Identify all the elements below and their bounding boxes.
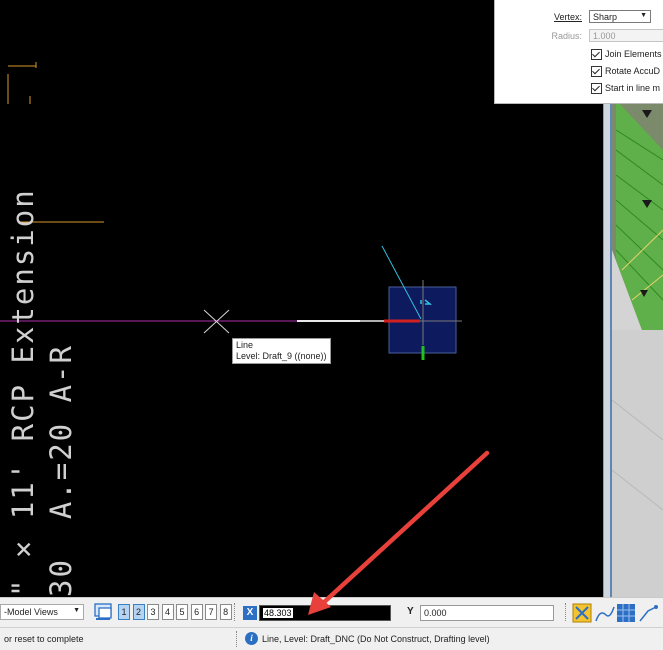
start-in-line-mode-checkbox[interactable]: Start in line m	[591, 83, 660, 97]
cursor-cross	[203, 309, 230, 334]
vertex-row: Vertex: Sharp ▼	[495, 10, 663, 24]
nearest-snap-icon[interactable]	[639, 605, 658, 622]
view-splitter[interactable]	[603, 0, 612, 597]
view-button-7[interactable]: 7	[205, 604, 218, 620]
checkbox-checked-icon[interactable]	[591, 49, 602, 61]
snap-toolbar	[572, 603, 658, 623]
checkbox-checked-icon[interactable]	[591, 66, 602, 78]
x-coordinate-label[interactable]: X	[243, 606, 257, 620]
rotate-accudraw-checkbox[interactable]: Rotate AccuD	[591, 66, 660, 80]
view-control-toolbar: -Model Views ▼ 1 2 3 4 5 6 7 8 X 48.303 …	[0, 597, 663, 627]
x-coordinate-input[interactable]: 48.303	[259, 605, 391, 621]
radius-label: Radius:	[551, 31, 582, 41]
y-coordinate-label[interactable]: Y	[407, 606, 414, 617]
vertex-label: Vertex:	[553, 12, 582, 22]
tentative-curve-icon[interactable]	[595, 606, 615, 622]
tool-prompt: or reset to complete	[4, 634, 84, 644]
view-button-5[interactable]: 5	[176, 604, 189, 620]
view-button-2[interactable]: 2	[132, 604, 145, 620]
dropdown-arrow-icon: ▼	[73, 607, 80, 614]
status-bar: or reset to complete i Line, Level: Draf…	[0, 627, 663, 650]
info-icon: i	[245, 632, 258, 645]
grid-snap-icon[interactable]	[617, 604, 635, 622]
place-smartline-settings: Vertex: Sharp ▼ Radius: 1.000 Join Eleme…	[494, 0, 663, 104]
radius-input: 1.000	[589, 29, 663, 42]
drawing-canvas[interactable]	[0, 0, 603, 597]
model-views-dropdown[interactable]: -Model Views ▼	[0, 604, 84, 620]
join-elements-checkbox[interactable]: Join Elements	[591, 49, 662, 63]
radius-row: Radius: 1.000	[495, 29, 663, 43]
vertex-dropdown[interactable]: Sharp ▼	[589, 10, 651, 23]
view-button-6[interactable]: 6	[190, 604, 203, 620]
drawing-title-text: " × 11' RCP Extension	[6, 188, 40, 597]
view-button-3[interactable]: 3	[147, 604, 160, 620]
view-buttons: 1 2 3 4 5 6 7 8	[118, 604, 232, 620]
rotate-indicator	[424, 299, 433, 305]
status-separator	[236, 631, 239, 647]
drawing-subtitle-text: 30 A.=20 A-R	[44, 344, 78, 597]
tooltip-level: Level: Draft_9 ((none))	[236, 351, 327, 361]
status-message: Line, Level: Draft_DNC (Do Not Construct…	[262, 634, 490, 644]
element-tooltip: Line Level: Draft_9 ((none))	[232, 338, 331, 364]
cyan-guide-line	[381, 245, 422, 320]
toolbar-separator	[565, 603, 568, 621]
view-button-1[interactable]: 1	[118, 604, 130, 620]
y-coordinate-input[interactable]: 0.000	[420, 605, 554, 621]
keypoint-snap-icon[interactable]	[572, 603, 592, 623]
view-button-4[interactable]: 4	[161, 604, 174, 620]
dropdown-arrow-icon: ▼	[640, 12, 647, 19]
toolbar-separator	[234, 603, 237, 621]
checkbox-checked-icon[interactable]	[591, 83, 602, 95]
tooltip-type: Line	[236, 340, 254, 350]
view-groups-icon[interactable]	[93, 602, 113, 622]
view-button-8[interactable]: 8	[219, 604, 232, 620]
